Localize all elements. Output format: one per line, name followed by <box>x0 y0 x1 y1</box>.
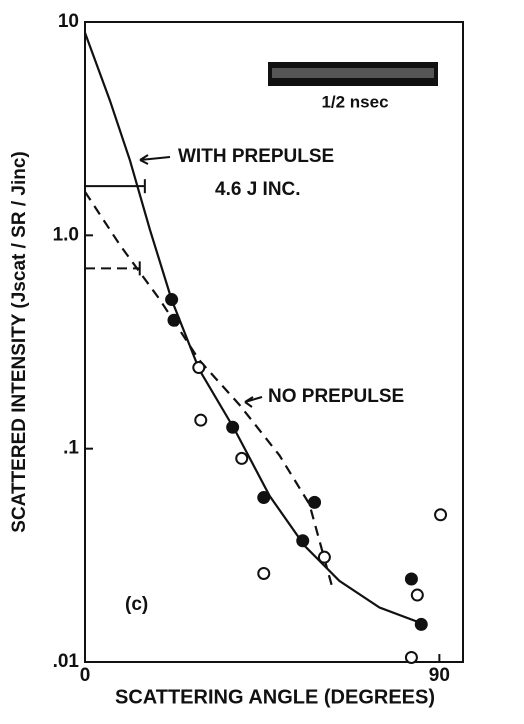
plot-frame <box>84 21 464 663</box>
energy-label: 4.6 J INC. <box>215 179 301 200</box>
data-point <box>165 293 179 307</box>
data-point <box>192 361 206 375</box>
label-arrow <box>244 396 263 408</box>
data-point <box>167 313 181 327</box>
data-point <box>226 420 240 434</box>
data-point <box>410 588 424 602</box>
data-point <box>434 508 448 522</box>
data-point <box>257 566 271 580</box>
data-point <box>257 491 271 505</box>
data-point <box>194 413 208 427</box>
time-scale-label: 1/2 nsec <box>321 92 388 111</box>
series-label: WITH PREPULSE <box>178 146 334 167</box>
curve <box>84 191 334 590</box>
series-label: NO PREPULSE <box>268 386 404 407</box>
x-tick-label: 90 <box>429 665 450 686</box>
data-point <box>235 451 249 465</box>
y-axis-title: SCATTERED INTENSITY (Jscat / SR / Jinc) <box>9 151 30 532</box>
x-tick-label: 0 <box>80 665 91 686</box>
y-tick-label: .01 <box>53 651 80 672</box>
x-axis-title: SCATTERING ANGLE (DEGREES) <box>115 686 435 708</box>
data-point <box>404 650 418 664</box>
data-point <box>296 534 310 548</box>
data-point <box>414 617 428 631</box>
panel-label: (c) <box>125 594 148 615</box>
data-point <box>308 495 322 509</box>
y-tick-label: 10 <box>58 11 79 32</box>
label-arrow <box>139 154 171 165</box>
scope-trace-signal <box>272 68 434 78</box>
y-tick-label: .1 <box>63 438 79 459</box>
y-tick-label: 1.0 <box>53 224 79 245</box>
data-point <box>404 572 418 586</box>
data-point <box>317 550 331 564</box>
curve <box>83 32 425 626</box>
